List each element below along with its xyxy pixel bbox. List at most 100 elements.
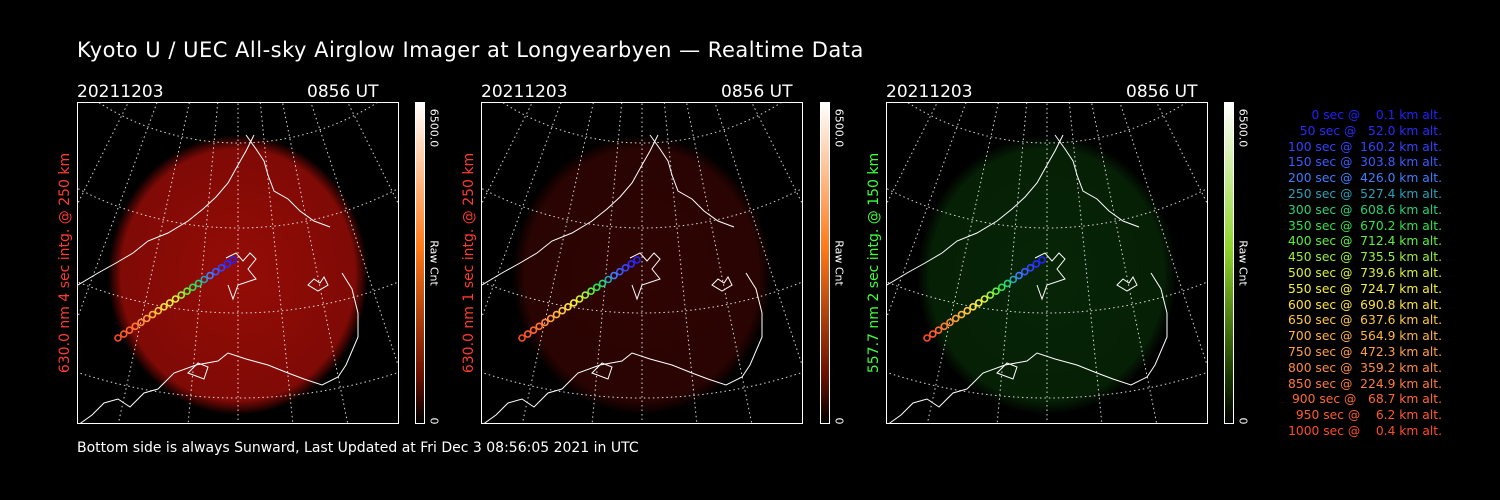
trajectory-point xyxy=(934,326,943,334)
legend-row: 750 sec @ 472.3 km alt. xyxy=(1288,344,1442,359)
panel-2-ylabel: 630.0 nm 1 sec intg. @ 250 km xyxy=(461,152,477,374)
longitude-grid-line xyxy=(78,103,158,319)
panel-1-colorbar-max: 6500.0 xyxy=(427,108,441,148)
panel-3-colorbar-max: 6500.0 xyxy=(1236,108,1250,148)
panel-3-date: 20211203 xyxy=(886,82,973,102)
coastline xyxy=(482,134,659,286)
coastline xyxy=(887,134,1064,286)
legend-row: 700 sec @ 564.9 km alt. xyxy=(1288,329,1442,344)
legend-row: 1000 sec @ 0.4 km alt. xyxy=(1288,423,1442,438)
trajectory-point xyxy=(200,275,209,284)
trajectory-point xyxy=(177,291,186,299)
legend-row: 850 sec @ 224.9 km alt. xyxy=(1288,376,1442,391)
legend-row: 100 sec @ 160.2 km alt. xyxy=(1288,139,1442,154)
legend-row: 650 sec @ 637.6 km alt. xyxy=(1288,313,1442,328)
panel-1-colorbar-unit: Raw Cnt xyxy=(427,240,441,286)
coastline xyxy=(187,362,209,380)
trajectory-point xyxy=(957,310,966,319)
trajectory-point xyxy=(114,334,122,342)
latitude-grid-line xyxy=(78,281,398,314)
trajectory-point xyxy=(992,287,1000,295)
trajectory-point xyxy=(552,310,561,319)
footer-note: Bottom side is always Sunward, Last Upda… xyxy=(77,440,639,456)
trajectory-point xyxy=(587,287,595,295)
trajectory-point xyxy=(165,299,174,307)
panel-3-colorbar-min: 0 xyxy=(1236,417,1250,425)
panel-2-colorbar xyxy=(820,102,830,424)
longitude-grid-line xyxy=(482,103,562,319)
panel-2-date: 20211203 xyxy=(481,82,568,102)
coastline xyxy=(307,276,329,292)
panel-3-colorbar xyxy=(1224,102,1234,424)
legend-row: 950 sec @ 6.2 km alt. xyxy=(1295,408,1442,423)
trajectory-point xyxy=(581,291,590,299)
trajectory-point xyxy=(125,326,134,334)
coastline xyxy=(629,252,661,301)
trajectory-point xyxy=(1020,267,1029,276)
coastline xyxy=(966,272,1168,390)
coastline xyxy=(591,362,613,380)
panel-1-colorbar xyxy=(415,102,425,424)
trajectory-point xyxy=(564,303,572,311)
trajectory-point xyxy=(131,322,140,331)
trajectory-point xyxy=(171,295,180,303)
coastline xyxy=(996,362,1018,380)
trajectory-point xyxy=(523,330,532,338)
panel-3-colorbar-unit: Raw Cnt xyxy=(1236,240,1250,286)
trajectory-point xyxy=(211,267,220,276)
trajectory-point xyxy=(969,303,977,311)
trajectory-point xyxy=(1026,264,1035,272)
panel-2-image xyxy=(481,102,803,424)
airglow-map xyxy=(78,103,398,423)
coastline xyxy=(79,388,159,423)
legend-row: 150 sec @ 303.8 km alt. xyxy=(1288,155,1442,170)
airglow-map xyxy=(482,103,802,423)
trajectory-point xyxy=(223,260,232,268)
trajectory-point xyxy=(592,283,601,292)
coastline xyxy=(157,272,359,390)
trajectory-point xyxy=(1038,256,1046,264)
coastline xyxy=(1034,252,1066,301)
latitude-grid-line xyxy=(887,281,1207,314)
trajectory-point xyxy=(575,295,584,303)
trajectory-point xyxy=(986,291,995,299)
legend-row: 50 sec @ 52.0 km alt. xyxy=(1299,123,1442,138)
trajectory-point xyxy=(535,322,544,331)
coastline xyxy=(1054,134,1140,228)
trajectory-point xyxy=(974,299,983,307)
trajectory-point xyxy=(119,330,128,338)
panel-2-time: 0856 UT xyxy=(721,82,793,102)
trajectory-legend: 0 sec @ 0.1 km alt. 50 sec @ 52.0 km alt.… xyxy=(1262,108,1442,440)
panel-2-colorbar-unit: Raw Cnt xyxy=(832,240,846,286)
trajectory-point xyxy=(1009,275,1018,284)
trajectory-point xyxy=(633,256,641,264)
trajectory-point xyxy=(154,306,163,315)
trajectory-point xyxy=(1015,271,1023,280)
trajectory-point xyxy=(598,279,607,288)
trajectory-point xyxy=(569,299,578,307)
legend-row: 350 sec @ 670.2 km alt. xyxy=(1288,218,1442,233)
legend-row: 0 sec @ 0.1 km alt. xyxy=(1311,108,1442,122)
longitude-grid-line xyxy=(887,103,967,319)
legend-row: 400 sec @ 712.4 km alt. xyxy=(1288,234,1442,249)
trajectory-point xyxy=(1032,260,1041,268)
trajectory-point xyxy=(980,295,989,303)
coastline xyxy=(245,134,331,228)
trajectory-point xyxy=(923,334,931,342)
panel-3-image xyxy=(886,102,1208,424)
trajectory-point xyxy=(229,256,237,264)
coastline xyxy=(225,252,257,301)
trajectory-point xyxy=(183,287,191,295)
trajectory-point xyxy=(1003,279,1012,288)
coastline xyxy=(888,388,968,423)
coastline xyxy=(78,134,255,286)
coastline xyxy=(561,272,763,390)
legend-row: 550 sec @ 724.7 km alt. xyxy=(1288,281,1442,296)
trajectory-point xyxy=(604,275,613,284)
trajectory-point xyxy=(963,306,972,315)
trajectory-point xyxy=(928,330,937,338)
trajectory-point xyxy=(206,271,214,280)
coastline xyxy=(1116,276,1138,292)
trajectory-point xyxy=(951,314,960,323)
trajectory-point xyxy=(160,303,168,311)
